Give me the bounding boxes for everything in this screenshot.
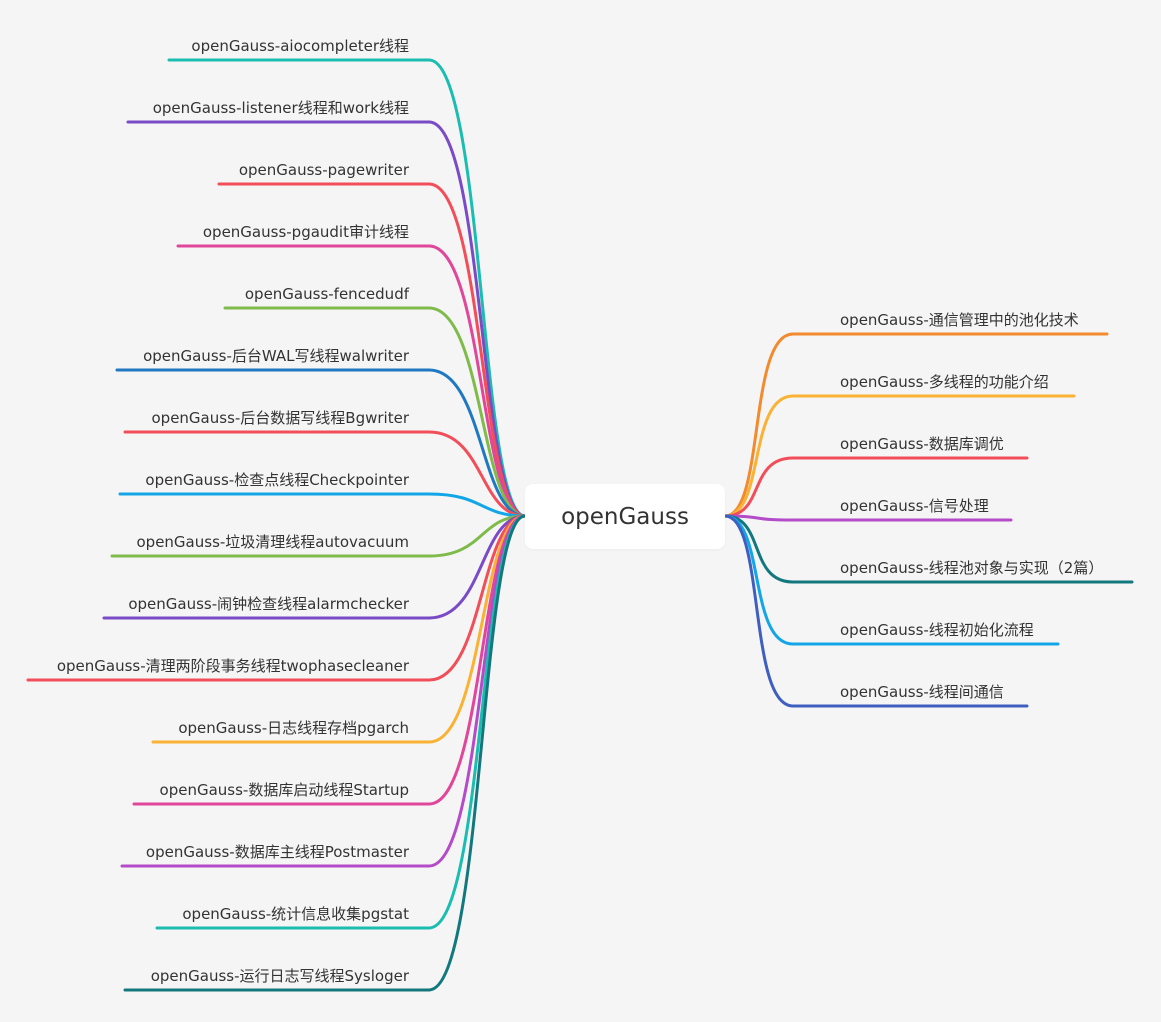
left-branch-label-14[interactable]: openGauss-数据库主线程Postmaster	[145, 843, 409, 861]
left-branch-label-3[interactable]: openGauss-pagewriter	[238, 161, 409, 179]
left-branch-label-13[interactable]: openGauss-数据库启动线程Startup	[159, 781, 409, 799]
left-branch-label-7[interactable]: openGauss-后台数据写线程Bgwriter	[151, 409, 410, 427]
right-branch-label-5[interactable]: openGauss-线程池对象与实现（2篇）	[840, 559, 1104, 577]
left-branch-connector-8	[427, 492, 527, 518]
right-branch-label-6[interactable]: openGauss-线程初始化流程	[840, 621, 1034, 639]
left-branch-label-9[interactable]: openGauss-垃圾清理线程autovacuum	[136, 533, 410, 551]
left-branch-label-5[interactable]: openGauss-fencedudf	[244, 285, 409, 303]
central-topic-label: openGauss	[561, 503, 689, 530]
right-branch-connector-5	[723, 514, 795, 584]
left-branch-connector-11	[427, 514, 527, 682]
right-branch-label-7[interactable]: openGauss-线程间通信	[840, 683, 1004, 701]
right-branch-connector-2	[723, 394, 795, 518]
left-branch-label-16[interactable]: openGauss-运行日志写线程Sysloger	[150, 967, 409, 985]
left-branch-connector-10	[427, 514, 527, 620]
left-branch-label-11[interactable]: openGauss-清理两阶段事务线程twophasecleaner	[56, 657, 409, 675]
central-topic-node[interactable]: openGauss	[525, 484, 725, 549]
right-branch-connector-1	[723, 332, 795, 518]
left-branch-connector-6	[427, 368, 527, 518]
left-branch-label-15[interactable]: openGauss-统计信息收集pgstat	[182, 905, 409, 923]
left-branch-label-12[interactable]: openGauss-日志线程存档pgarch	[178, 719, 409, 737]
left-branch-label-10[interactable]: openGauss-闹钟检查线程alarmchecker	[128, 595, 409, 613]
right-branch-label-3[interactable]: openGauss-数据库调优	[840, 435, 1004, 453]
left-branch-label-6[interactable]: openGauss-后台WAL写线程walwriter	[143, 347, 409, 365]
left-branch-label-2[interactable]: openGauss-listener线程和work线程	[152, 99, 409, 117]
right-branch-label-2[interactable]: openGauss-多线程的功能介绍	[840, 373, 1049, 391]
right-branch-label-1[interactable]: openGauss-通信管理中的池化技术	[840, 311, 1079, 329]
left-branch-connector-5	[427, 306, 527, 518]
left-branch-connector-16	[427, 514, 527, 992]
right-branch-label-4[interactable]: openGauss-信号处理	[840, 497, 989, 515]
left-branch-label-8[interactable]: openGauss-检查点线程Checkpointer	[145, 471, 409, 489]
right-branch-connector-7	[723, 514, 795, 708]
left-branch-label-4[interactable]: openGauss-pgaudit审计线程	[202, 223, 409, 241]
left-branch-connector-4	[427, 244, 527, 518]
left-branch-connector-7	[427, 430, 527, 518]
left-branch-label-1[interactable]: openGauss-aiocompleter线程	[191, 37, 409, 55]
right-branch-connector-3	[723, 456, 795, 518]
left-branch-connector-9	[427, 514, 527, 558]
right-branch-connector-4	[723, 514, 795, 522]
